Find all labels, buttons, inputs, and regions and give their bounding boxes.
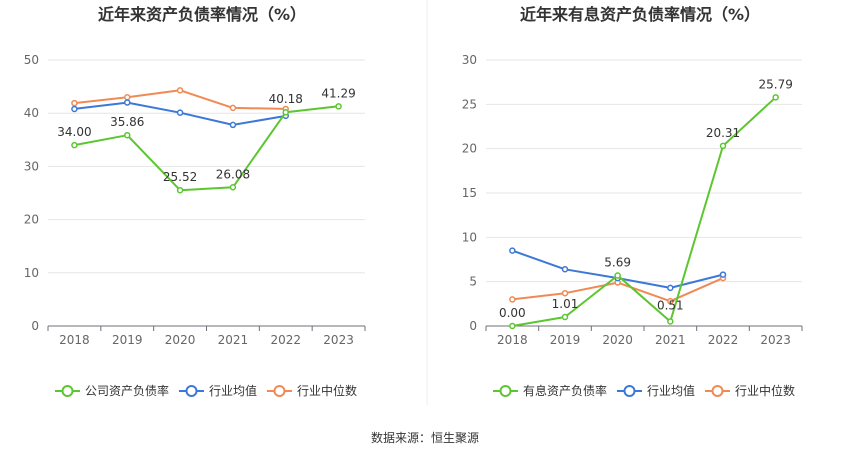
- data-label: 35.86: [110, 115, 144, 129]
- legend-label: 行业中位数: [735, 383, 795, 398]
- y-tick-label: 50: [24, 53, 39, 67]
- y-tick-label: 20: [24, 213, 39, 227]
- data-label: 34.00: [57, 125, 91, 139]
- data-point: [772, 94, 779, 101]
- data-label: 5.69: [604, 256, 631, 270]
- legend-marker: [499, 385, 512, 397]
- data-point: [124, 99, 131, 106]
- data-point: [335, 103, 342, 110]
- x-tick-label: 2019: [550, 333, 581, 347]
- data-point: [667, 318, 674, 325]
- legend-label: 有息资产负债率: [523, 383, 607, 398]
- source-text: 数据来源：恒生聚源: [371, 430, 479, 445]
- y-tick-label: 10: [462, 230, 477, 244]
- legend-marker: [185, 385, 198, 397]
- y-tick-label: 20: [462, 142, 477, 156]
- x-tick-label: 2023: [323, 333, 354, 347]
- data-label: 26.08: [216, 167, 250, 181]
- x-tick-label: 2020: [165, 333, 196, 347]
- x-tick-label: 2021: [655, 333, 686, 347]
- y-tick-label: 0: [469, 319, 477, 333]
- data-point: [561, 313, 569, 321]
- x-tick-label: 2023: [760, 333, 791, 347]
- data-label: 0.00: [499, 306, 526, 320]
- data-point: [667, 284, 674, 292]
- legend-label: 行业中位数: [297, 383, 357, 398]
- chart-title: 近年来有息资产负债率情况（%）: [520, 5, 760, 24]
- y-tick-label: 25: [462, 97, 477, 111]
- y-tick-label: 15: [462, 186, 477, 200]
- y-tick-label: 30: [462, 53, 477, 67]
- data-label: 41.29: [321, 86, 355, 100]
- x-tick-label: 2019: [112, 333, 143, 347]
- data-point: [124, 131, 131, 139]
- y-tick-label: 10: [24, 266, 39, 280]
- data-label: 1.01: [552, 297, 579, 311]
- y-tick-label: 5: [469, 275, 477, 289]
- y-tick-label: 0: [31, 319, 39, 333]
- data-point: [71, 105, 78, 113]
- data-point: [229, 184, 237, 191]
- x-tick-label: 2018: [497, 333, 528, 347]
- data-point: [229, 121, 237, 129]
- data-point: [124, 93, 131, 101]
- data-label: 20.31: [706, 126, 740, 140]
- data-point: [614, 272, 621, 279]
- x-tick-label: 2018: [59, 333, 90, 347]
- data-point: [229, 104, 237, 112]
- data-label: 25.79: [758, 77, 792, 91]
- data-point: [509, 296, 516, 303]
- data-point: [71, 141, 78, 149]
- data-point: [509, 322, 516, 330]
- data-point: [561, 266, 569, 273]
- data-label: 40.18: [269, 92, 303, 106]
- data-point: [176, 109, 184, 116]
- data-point: [719, 271, 727, 278]
- legend-marker: [623, 385, 636, 397]
- data-point: [509, 247, 516, 254]
- chart-title: 近年来资产负债率情况（%）: [98, 5, 306, 24]
- data-point: [719, 142, 727, 150]
- legend-marker: [61, 385, 74, 397]
- y-tick-label: 30: [24, 159, 39, 173]
- data-point: [282, 108, 289, 116]
- data-point: [176, 186, 184, 194]
- legend-marker: [273, 385, 286, 397]
- x-tick-label: 2020: [602, 333, 633, 347]
- series-line: [512, 96, 777, 327]
- data-point: [176, 87, 184, 94]
- data-point: [667, 297, 674, 305]
- data-label: 0.51: [657, 298, 684, 312]
- y-tick-label: 40: [24, 106, 39, 120]
- legend-marker: [711, 385, 724, 397]
- x-tick-label: 2022: [270, 333, 301, 347]
- data-point: [561, 289, 569, 297]
- series-line: [74, 105, 339, 192]
- data-point: [71, 99, 78, 107]
- x-tick-label: 2022: [708, 333, 739, 347]
- data-label: 25.52: [163, 170, 197, 184]
- x-tick-label: 2021: [218, 333, 249, 347]
- legend-label: 行业均值: [647, 383, 695, 398]
- legend-label: 行业均值: [209, 383, 257, 398]
- legend-label: 公司资产负债率: [85, 383, 169, 398]
